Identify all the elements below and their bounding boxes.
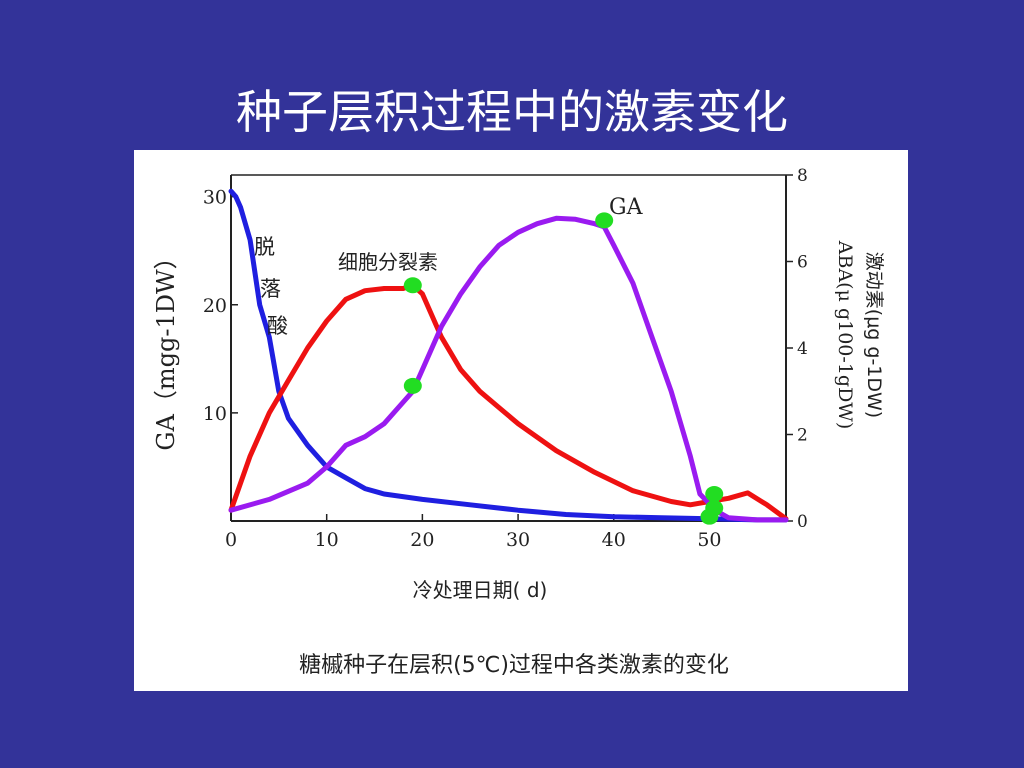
series-annotation: GA	[609, 195, 644, 220]
x-tick-label: 10	[315, 529, 339, 551]
data-marker	[403, 277, 422, 294]
y-left-tick-label: 30	[203, 187, 227, 209]
y-right-tick-label: 4	[797, 339, 808, 359]
x-tick-label: 40	[602, 529, 626, 551]
data-marker	[595, 212, 614, 229]
y-axis-label-right-aba: ABA(μ g100-1gDW)	[834, 240, 856, 429]
chart-markers-layer	[403, 212, 724, 525]
chart-axes	[230, 174, 787, 522]
series-line-GA	[228, 215, 789, 523]
y-right-tick-label: 2	[797, 426, 808, 446]
y-left-tick-label: 20	[203, 295, 227, 317]
y-right-tick-label: 8	[797, 166, 808, 186]
y-right-tick-label: 0	[797, 512, 808, 532]
x-axis-label: 冷处理日期( d)	[413, 578, 548, 602]
x-tick-label: 20	[410, 529, 434, 551]
hormone-change-chart: 0 10 20 30 40 50 10 20 30 0 2 4 6 8 脱落酸 细胞分裂素 GA 冷处理日期( d…	[152, 166, 885, 678]
y-axis-label-left: GA（mgg-1DW）	[152, 245, 180, 450]
data-marker	[705, 485, 724, 502]
series-line-脱落酸	[228, 188, 789, 523]
data-marker	[700, 508, 719, 525]
chart-caption: 糖槭种子在层积(5℃)过程中各类激素的变化	[299, 653, 729, 678]
chart-text-layer: 0 10 20 30 40 50 10 20 30 0 2 4 6 8 脱落酸 细胞分裂素 GA 冷处理日期( d…	[152, 166, 885, 678]
series-annotation: 脱	[254, 235, 275, 259]
y-right-tick-label: 6	[797, 253, 808, 273]
series-line-细胞分裂素	[228, 282, 789, 522]
x-tick-label: 50	[697, 529, 721, 551]
chart-series-layer	[228, 188, 789, 523]
series-annotation: 细胞分裂素	[338, 250, 438, 274]
data-marker	[403, 377, 422, 394]
x-tick-label: 0	[225, 529, 237, 551]
y-left-tick-label: 10	[203, 403, 227, 425]
series-annotation: 酸	[267, 314, 288, 338]
slide-title: 种子层积过程中的激素变化	[236, 85, 788, 139]
x-tick-label: 30	[506, 529, 530, 551]
chart-panel: 0 10 20 30 40 50 10 20 30 0 2 4 6 8 脱落酸 细胞分裂素 GA 冷处理日期( d…	[134, 150, 908, 691]
series-annotation: 落	[260, 277, 281, 301]
chart-ticks	[230, 174, 793, 522]
y-axis-label-right-kinetin: 激动素(μg g-1DW)	[863, 252, 885, 418]
